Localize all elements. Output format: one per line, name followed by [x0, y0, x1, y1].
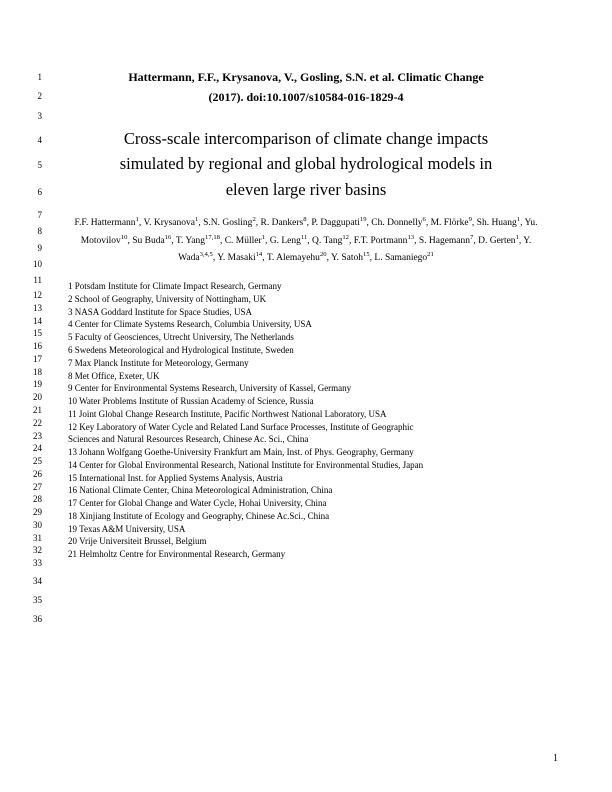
affiliation-line: 18 Xinjiang Institute of Ecology and Geo… [68, 510, 558, 523]
line-number: 24 [28, 444, 42, 453]
affiliation-line: 11 Joint Global Change Research Institut… [68, 408, 558, 421]
paper-title: Cross-scale intercomparison of climate c… [54, 126, 558, 203]
citation-line1: Hattermann, F.F., Krysanova, V., Gosling… [128, 70, 483, 84]
line-number: 20 [28, 393, 42, 402]
line-number: 35 [28, 596, 42, 605]
line-number: 10 [28, 260, 42, 269]
affiliation-line: 14 Center for Global Environmental Resea… [68, 459, 558, 472]
affiliation-line: Sciences and Natural Resources Research,… [68, 433, 558, 446]
line-number: 30 [28, 521, 42, 530]
affiliation-line: 19 Texas A&M University, USA [68, 523, 558, 536]
line-number: 22 [28, 419, 42, 428]
citation-line2: (2017). doi:10.1007/s10584-016-1829-4 [209, 90, 404, 104]
line-number: 19 [28, 380, 42, 389]
page-number: 1 [553, 753, 558, 764]
line-number: 11 [28, 276, 42, 285]
line-number: 29 [28, 508, 42, 517]
affiliation-line: 17 Center for Global Change and Water Cy… [68, 497, 558, 510]
line-number: 8 [28, 227, 42, 236]
affiliation-line: 8 Met Office, Exeter, UK [68, 370, 558, 383]
line-number: 14 [28, 317, 42, 326]
title-line1: Cross-scale intercomparison of climate c… [124, 129, 488, 148]
line-number: 5 [28, 161, 42, 170]
affiliation-list: 1 Potsdam Institute for Climate Impact R… [54, 280, 558, 561]
line-number: 21 [28, 406, 42, 415]
title-line2: simulated by regional and global hydrolo… [120, 154, 493, 173]
line-number: 33 [28, 559, 42, 568]
line-number: 2 [28, 92, 42, 101]
affiliation-line: 10 Water Problems Institute of Russian A… [68, 395, 558, 408]
line-number: 18 [28, 368, 42, 377]
line-number: 7 [28, 211, 42, 220]
author-list: F.F. Hattermann1, V. Krysanova1, S.N. Go… [54, 214, 558, 266]
line-number: 15 [28, 329, 42, 338]
affiliation-line: 2 School of Geography, University of Not… [68, 293, 558, 306]
line-number: 3 [28, 112, 42, 121]
affiliation-line: 16 National Climate Center, China Meteor… [68, 484, 558, 497]
line-number: 25 [28, 457, 42, 466]
line-number: 36 [28, 615, 42, 624]
affiliation-line: 7 Max Planck Institute for Meteorology, … [68, 357, 558, 370]
line-number: 4 [28, 136, 42, 145]
affiliation-line: 12 Key Laboratory of Water Cycle and Rel… [68, 421, 558, 434]
line-number: 26 [28, 470, 42, 479]
line-number: 9 [28, 244, 42, 253]
line-number: 27 [28, 483, 42, 492]
line-number: 34 [28, 577, 42, 586]
line-number: 13 [28, 304, 42, 313]
affiliation-line: 9 Center for Environmental Systems Resea… [68, 382, 558, 395]
affiliation-line: 13 Johann Wolfgang Goethe-University Fra… [68, 446, 558, 459]
line-number: 23 [28, 432, 42, 441]
title-line3: eleven large river basins [226, 180, 387, 199]
affiliation-line: 21 Helmholtz Centre for Environmental Re… [68, 548, 558, 561]
line-number: 6 [28, 188, 42, 197]
affiliation-line: 4 Center for Climate Systems Research, C… [68, 318, 558, 331]
affiliation-line: 20 Vrije Universiteit Brussel, Belgium [68, 535, 558, 548]
line-number: 32 [28, 546, 42, 555]
line-number: 16 [28, 342, 42, 351]
line-number: 17 [28, 355, 42, 364]
affiliation-line: 6 Swedens Meteorological and Hydrologica… [68, 344, 558, 357]
affiliation-line: 15 International Inst. for Applied Syste… [68, 472, 558, 485]
affiliation-line: 3 NASA Goddard Institute for Space Studi… [68, 306, 558, 319]
affiliation-line: 1 Potsdam Institute for Climate Impact R… [68, 280, 558, 293]
affiliation-line: 5 Faculty of Geosciences, Utrecht Univer… [68, 331, 558, 344]
line-number: 12 [28, 291, 42, 300]
line-number: 28 [28, 495, 42, 504]
line-number: 1 [28, 73, 42, 82]
line-number: 31 [28, 534, 42, 543]
citation-header: Hattermann, F.F., Krysanova, V., Gosling… [54, 68, 558, 108]
